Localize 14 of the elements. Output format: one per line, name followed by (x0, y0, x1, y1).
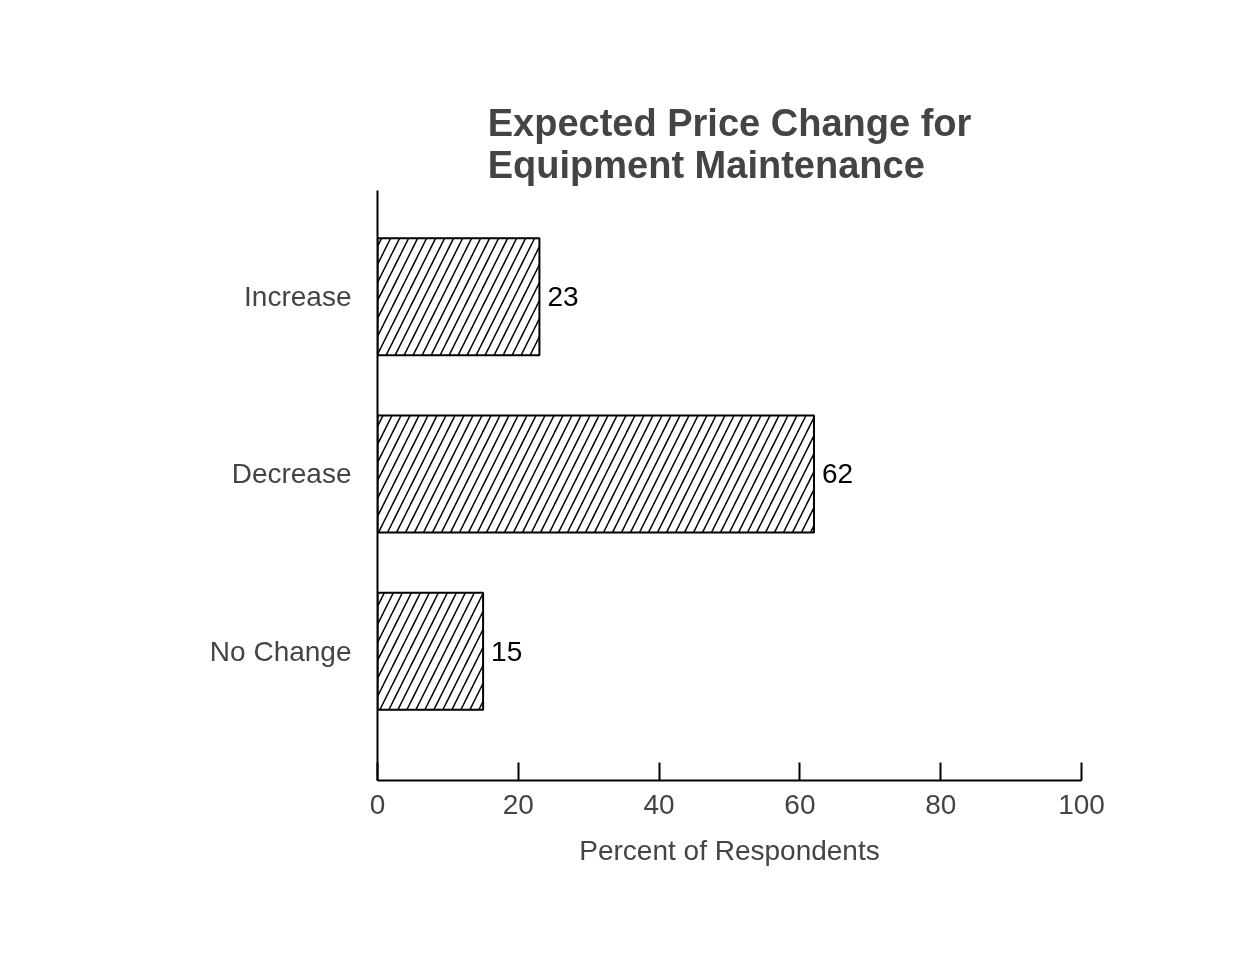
data-label: 15 (491, 635, 523, 667)
x-tick-label: 100 (1058, 788, 1105, 820)
chart-title: Expected Price Change for Equipment Maintenance (487, 101, 972, 186)
x-tick-label: 40 (643, 788, 675, 820)
y-tick-label: No Change (209, 635, 352, 667)
x-tick-label: 60 (784, 788, 816, 820)
x-tick-label: 0 (369, 788, 386, 820)
y-tick-label: Increase (244, 281, 352, 313)
x-tick-label: 20 (502, 788, 534, 820)
y-tick-label: Decrease (231, 458, 352, 490)
data-label: 23 (547, 281, 579, 313)
x-tick-label: 80 (925, 788, 957, 820)
x-axis-title: Percent of Respondents (579, 834, 880, 866)
data-label: 62 (821, 458, 854, 490)
